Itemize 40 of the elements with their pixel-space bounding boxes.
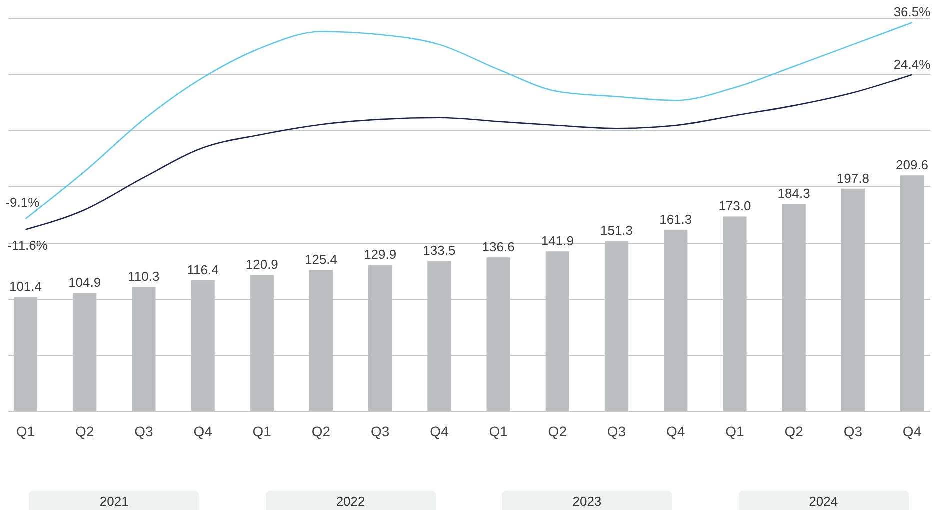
data-label: -11.6% bbox=[8, 238, 48, 253]
data-label: 24.4% bbox=[894, 56, 932, 72]
data-label: 151.3 bbox=[600, 223, 634, 238]
x-tick-label: Q2 bbox=[312, 424, 331, 440]
data-label: -9.1% bbox=[6, 195, 40, 210]
data-label: 141.9 bbox=[541, 234, 574, 249]
x-tick-label: Q1 bbox=[252, 424, 272, 440]
text: 2023 bbox=[502, 491, 672, 510]
x-tick-label: Q3 bbox=[607, 424, 626, 440]
text: 2022 bbox=[266, 491, 436, 510]
x-tick-label: Q3 bbox=[371, 424, 390, 440]
data-label: 184.3 bbox=[778, 186, 810, 202]
x-tick-label: Q2 bbox=[75, 424, 94, 440]
data-label: 101.4 bbox=[9, 279, 42, 294]
data-label: 161.3 bbox=[660, 212, 692, 227]
x-tick-label: Q2 bbox=[548, 424, 568, 440]
data-label: 120.9 bbox=[246, 257, 278, 272]
x-tick-label: Q1 bbox=[489, 424, 508, 440]
data-label: 110.3 bbox=[128, 269, 160, 284]
data-label: 197.8 bbox=[836, 170, 870, 186]
x-tick-label: Q4 bbox=[902, 424, 922, 440]
data-label: 104.9 bbox=[68, 275, 102, 290]
text: 2024 bbox=[738, 491, 909, 510]
data-label: 173.0 bbox=[718, 198, 752, 214]
text: 2021 bbox=[29, 491, 200, 510]
data-label: 116.4 bbox=[187, 262, 219, 278]
data-label: 133.5 bbox=[423, 243, 456, 258]
x-tick-label: Q4 bbox=[666, 424, 686, 440]
x-tick-label: Q2 bbox=[784, 424, 804, 440]
x-tick-label: Q4 bbox=[430, 424, 449, 440]
x-tick-label: Q4 bbox=[194, 424, 213, 440]
x-tick-label: Q1 bbox=[16, 424, 36, 440]
data-label: 36.5% bbox=[894, 4, 932, 20]
x-tick-label: Q3 bbox=[134, 424, 154, 440]
data-label: 209.6 bbox=[896, 158, 929, 173]
x-tick-label: Q3 bbox=[844, 424, 863, 440]
x-tick-label: Q1 bbox=[726, 424, 745, 440]
data-label: 125.4 bbox=[304, 252, 338, 268]
data-label: 129.9 bbox=[364, 247, 397, 262]
data-label: 136.6 bbox=[482, 240, 515, 255]
